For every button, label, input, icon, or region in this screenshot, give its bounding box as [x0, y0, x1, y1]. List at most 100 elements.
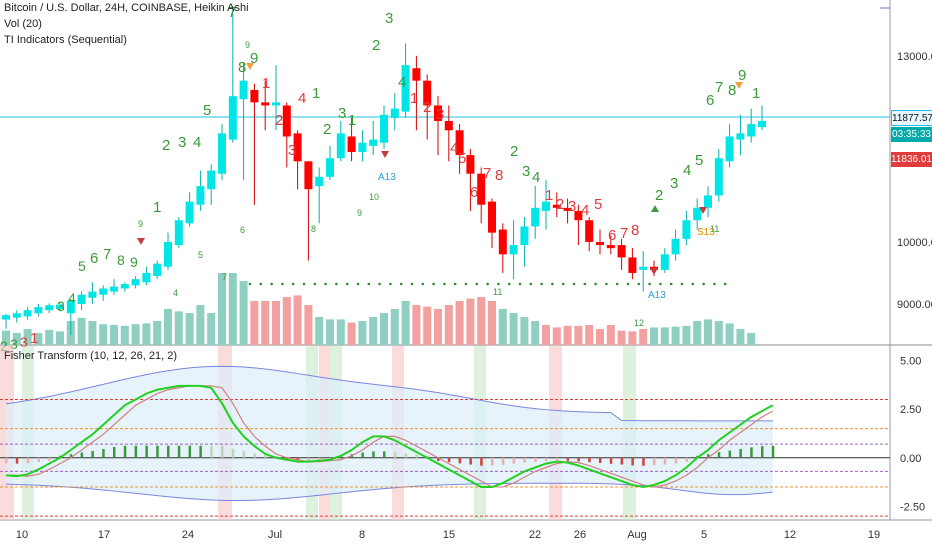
support-dot	[594, 282, 597, 286]
candle-body	[218, 133, 226, 174]
volume-bar	[369, 317, 378, 345]
candle-body	[466, 155, 475, 174]
support-dot	[572, 282, 576, 286]
fisher-histogram-bar	[631, 457, 634, 466]
volume-bar	[99, 324, 108, 345]
other-price-tag: 11836.01	[891, 152, 932, 167]
fisher-histogram-bar	[210, 445, 213, 458]
countdown-number: 9	[138, 219, 143, 229]
fisher-histogram-bar	[145, 445, 148, 458]
support-dot	[302, 282, 306, 286]
sequential-count-label: 2	[510, 143, 518, 160]
countdown-number: 7	[222, 272, 227, 282]
candle-body	[596, 241, 604, 246]
support-dot	[464, 282, 468, 286]
candle-body	[196, 186, 205, 205]
candle-body	[714, 158, 723, 196]
sequential-count-label: 3	[178, 134, 186, 151]
fisher-axis-tick: -2.50	[900, 501, 925, 513]
fisher-histogram-bar	[307, 457, 310, 461]
fisher-histogram-bar	[415, 454, 418, 458]
volume-bar	[509, 313, 518, 345]
countdown-number: 4	[173, 288, 178, 298]
time-axis-tick: 15	[443, 529, 455, 541]
sequential-count-label: 3	[436, 106, 444, 123]
fisher-histogram-bar	[404, 453, 408, 458]
candle-body	[606, 245, 615, 249]
volume-bar	[477, 297, 486, 345]
sequential-count-label: 2	[655, 187, 663, 204]
support-dot	[324, 282, 327, 286]
fisher-histogram-bar	[739, 448, 742, 458]
volume-bar	[228, 273, 237, 345]
candle-body	[542, 201, 550, 211]
candle-body	[617, 245, 626, 258]
time-axis-tick: 17	[98, 529, 110, 541]
fisher-histogram-bar	[523, 457, 526, 463]
candle-body	[239, 80, 248, 100]
candle-body	[185, 201, 194, 224]
legend-main-label[interactable]: Bitcoin / U.S. Dollar, 24H, COINBASE, He…	[4, 2, 249, 14]
volume-bar	[563, 325, 572, 345]
candle-body	[369, 139, 378, 146]
volume-bar	[444, 305, 453, 345]
sequential-count-label: 8	[631, 222, 639, 239]
support-dot	[453, 282, 457, 286]
fisher-histogram-bar	[372, 451, 375, 458]
support-dot	[507, 282, 511, 286]
candle-body	[520, 226, 529, 246]
volume-bar	[174, 311, 183, 345]
volume-bar	[304, 305, 313, 345]
candle-body	[77, 294, 86, 304]
sequential-count-label: 1	[752, 85, 760, 102]
volume-bar	[693, 321, 702, 345]
trigger-line	[6, 385, 774, 488]
current-price-tag: 11877.57	[891, 110, 932, 126]
sequential-count-label: 2	[323, 121, 331, 138]
fisher-line	[5, 384, 774, 488]
support-dot	[421, 282, 425, 286]
candle-body	[747, 124, 756, 137]
legend-fisher-label[interactable]: Fisher Transform (10, 12, 26, 21, 2)	[4, 350, 178, 362]
support-dot	[659, 282, 662, 286]
fisher-histogram-bar	[707, 454, 710, 458]
countdown-number: 6	[240, 225, 245, 235]
legend-vol: Vol (20)	[4, 18, 42, 30]
sequential-count-label: 7	[715, 79, 723, 96]
sequential-count-label: 6	[706, 92, 714, 109]
legend-vol-label[interactable]: Vol (20)	[4, 18, 42, 30]
support-dot	[648, 282, 651, 286]
sequential-count-label: 3	[670, 175, 678, 192]
volume-bar	[153, 321, 162, 345]
sequential-count-label: 4	[581, 202, 589, 219]
candle-body	[164, 241, 172, 267]
fisher-histogram-bar	[685, 457, 688, 462]
fisher-histogram-bar	[642, 457, 645, 466]
candle-body	[23, 310, 32, 317]
fisher-histogram-bar	[545, 457, 548, 461]
volume-bar	[531, 321, 540, 345]
support-dot	[497, 282, 500, 286]
candle-body	[347, 136, 356, 152]
sequential-count-label: 4	[683, 162, 691, 179]
volume-bar	[736, 329, 745, 345]
fisher-histogram-bar	[199, 445, 202, 458]
fisher-histogram-bar	[113, 446, 116, 458]
sequential-count-label: 7	[483, 165, 491, 182]
sequential-count-label: 7	[228, 4, 236, 21]
sequential-count-label: 7	[103, 246, 111, 263]
sequential-count-label: 4	[68, 290, 76, 306]
candle-body	[2, 315, 10, 320]
time-axis-tick: Jul	[268, 529, 282, 541]
volume-bar	[390, 309, 399, 345]
sequential-count-label: 6	[608, 227, 616, 244]
sequential-count-label: 5	[695, 152, 703, 169]
legend-ti-label[interactable]: TI Indicators (Sequential)	[4, 34, 127, 46]
support-dot	[248, 282, 252, 286]
volume-bar	[12, 333, 21, 345]
time-axis-tick: 5	[701, 529, 707, 541]
fisher-axis-tick: 0.00	[900, 453, 921, 465]
candle-body	[261, 102, 270, 106]
upper-band-line	[5, 365, 773, 422]
